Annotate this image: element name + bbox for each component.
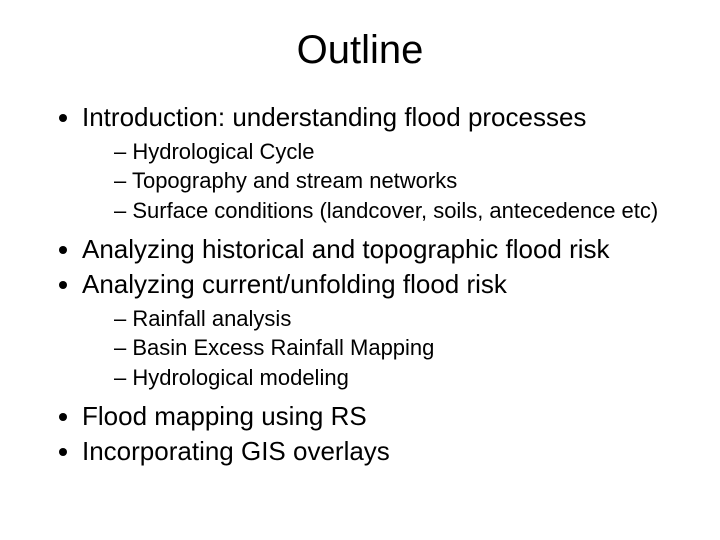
sub-bullet-text: Rainfall analysis	[132, 306, 291, 331]
outline-list: Introduction: understanding flood proces…	[40, 101, 680, 468]
bullet-text: Flood mapping using RS	[82, 401, 367, 431]
slide: Outline Introduction: understanding floo…	[0, 0, 720, 540]
sub-list-item: Topography and stream networks	[114, 167, 680, 195]
list-item: Flood mapping using RS	[82, 400, 680, 433]
list-item: Analyzing historical and topographic flo…	[82, 233, 680, 266]
sub-list-item: Basin Excess Rainfall Mapping	[114, 334, 680, 362]
sub-bullet-text: Hydrological modeling	[132, 365, 348, 390]
slide-title: Outline	[40, 28, 680, 73]
sub-list-item: Hydrological modeling	[114, 364, 680, 392]
list-item: Introduction: understanding flood proces…	[82, 101, 680, 225]
bullet-text: Incorporating GIS overlays	[82, 436, 390, 466]
sub-bullet-text: Topography and stream networks	[132, 168, 457, 193]
bullet-text: Introduction: understanding flood proces…	[82, 102, 586, 132]
bullet-text: Analyzing current/unfolding flood risk	[82, 269, 507, 299]
sub-list: Hydrological Cycle Topography and stream…	[82, 138, 680, 224]
sub-list-item: Rainfall analysis	[114, 305, 680, 333]
sub-bullet-text: Hydrological Cycle	[132, 139, 314, 164]
sub-bullet-text: Basin Excess Rainfall Mapping	[132, 335, 434, 360]
list-item: Analyzing current/unfolding flood risk R…	[82, 268, 680, 392]
sub-list: Rainfall analysis Basin Excess Rainfall …	[82, 305, 680, 391]
sub-bullet-text: Surface conditions (landcover, soils, an…	[132, 198, 658, 223]
list-item: Incorporating GIS overlays	[82, 435, 680, 468]
sub-list-item: Surface conditions (landcover, soils, an…	[114, 197, 680, 225]
bullet-text: Analyzing historical and topographic flo…	[82, 234, 610, 264]
sub-list-item: Hydrological Cycle	[114, 138, 680, 166]
